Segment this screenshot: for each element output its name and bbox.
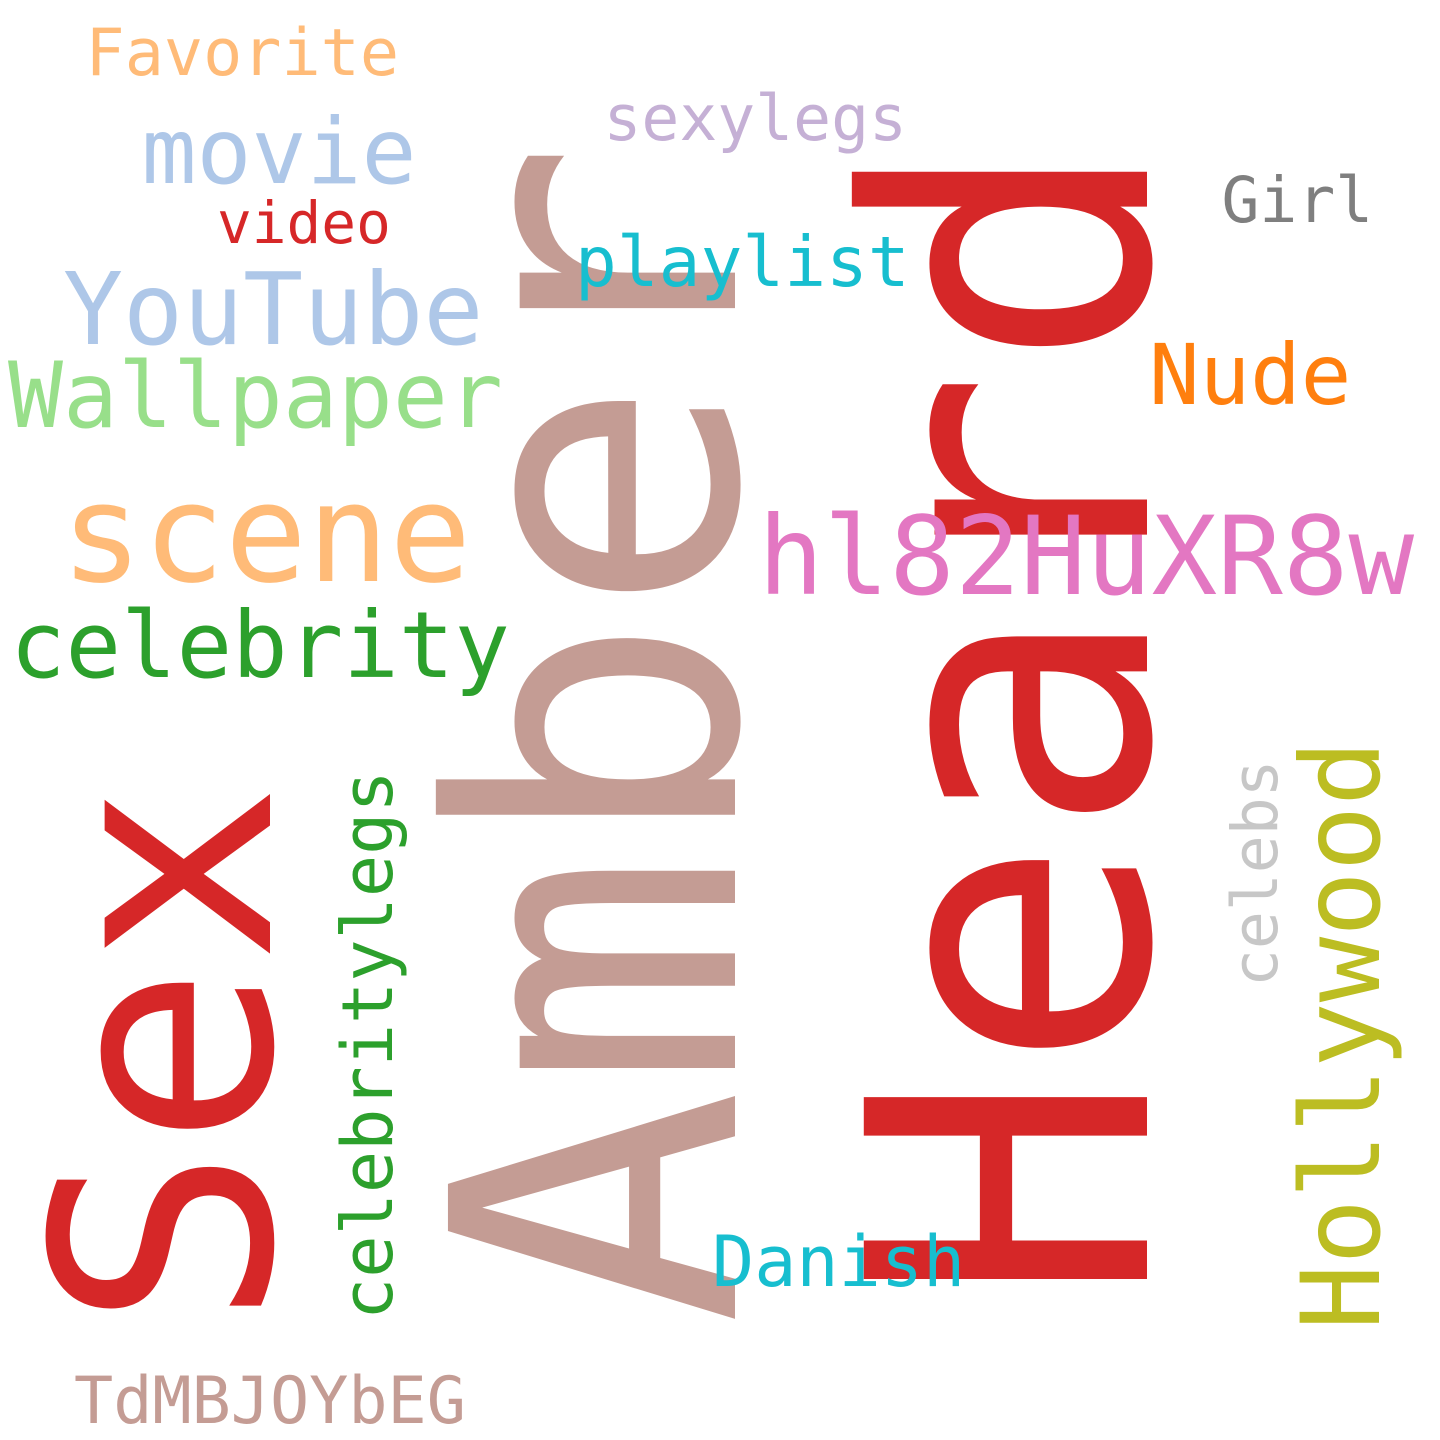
word-movie: movie xyxy=(141,98,417,205)
word-playlist: playlist xyxy=(575,222,910,303)
word-scene: scene xyxy=(60,454,472,614)
word-girl: Girl xyxy=(1221,163,1374,237)
word-sexylegs: sexylegs xyxy=(603,81,907,155)
word-hollywood: Hollywood xyxy=(1278,740,1405,1330)
word-youtube: YouTube xyxy=(63,250,484,368)
word-nude: Nude xyxy=(1149,326,1352,424)
word-danish: Danish xyxy=(712,1221,966,1303)
word-celebrity: celebrity xyxy=(10,591,510,699)
word-favorite: Favorite xyxy=(85,15,400,91)
word-video: video xyxy=(217,188,391,257)
word-celebritylegs: celebritylegs xyxy=(326,770,409,1320)
word-heard: Heard xyxy=(785,135,1239,1305)
word-wallpaper: Wallpaper xyxy=(8,341,503,449)
word-tdmbjoybeg: TdMBJOYbEG xyxy=(74,1363,466,1439)
word-celebs: celebs xyxy=(1218,758,1292,987)
word-hl82huxr8w: hl82HuXR8w xyxy=(758,493,1415,620)
word-sex: Sex xyxy=(0,782,342,1329)
